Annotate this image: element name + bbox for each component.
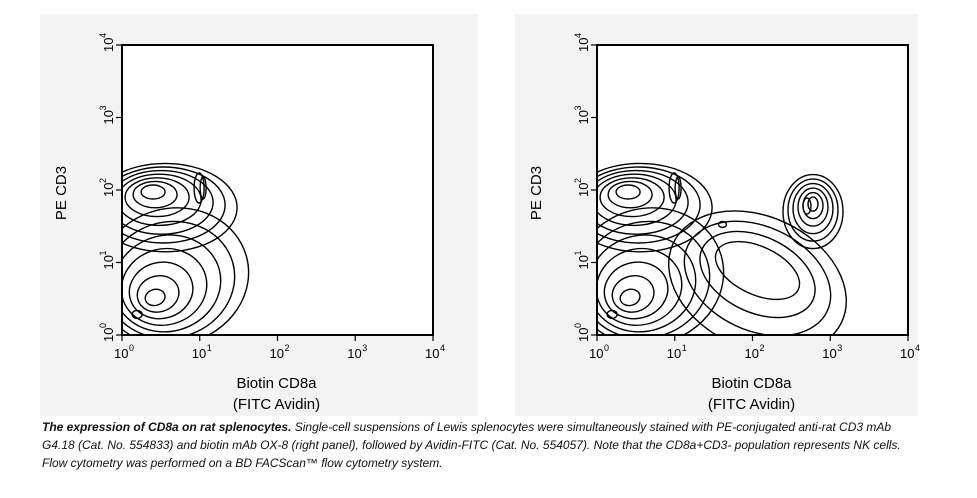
p1-population-0-ring (597, 162, 713, 253)
p1-population-2-ring (792, 182, 834, 235)
p1-y-tick-label: 10 (576, 328, 591, 342)
p1-x-tick-label: 10 (822, 346, 836, 361)
p1-y-tick-exponent: 4 (573, 33, 583, 38)
p1-y-tick-exponent: 1 (573, 250, 583, 255)
p1-population-2-ring (787, 178, 839, 242)
p0-population-0-ring (140, 184, 166, 200)
p0-y-tick-exponent: 0 (98, 323, 108, 328)
p1-population-3-ring (668, 210, 847, 335)
p1-y-axis-title: PE CD3 (528, 166, 545, 220)
p0-x-tick-label: 10 (114, 346, 128, 361)
p0-y-tick-label: 10 (101, 255, 116, 269)
p0-population-0-ring (122, 173, 202, 227)
p0-x-axis-title: Biotin CD8a (236, 375, 317, 392)
p1-x-tick-exponent: 3 (837, 343, 842, 353)
p0-x-axis-subtitle: (FITC Avidin) (233, 396, 320, 413)
p1-population-0-core (668, 172, 680, 204)
p0-population-1-ring (122, 207, 250, 335)
p0-population-0-ring (122, 166, 226, 244)
p1-x-tick-exponent: 1 (682, 343, 687, 353)
caption-body: Single-cell suspensions of Lewis splenoc… (42, 420, 901, 470)
p1-population-0-ring (599, 177, 665, 218)
p1-population-3-ring (699, 230, 816, 319)
p1-population-3-core (717, 220, 728, 229)
p1-population-1-ring (597, 207, 725, 335)
p0-x-tick-exponent: 0 (129, 343, 134, 353)
p1-y-tick-label: 10 (576, 183, 591, 197)
p1-population-1-ring (597, 220, 711, 335)
p0-population-1-ring (144, 288, 166, 307)
p0-population-1-ring (128, 261, 194, 320)
p0-population-1-ring (122, 234, 222, 333)
p1-y-tick-label: 10 (576, 38, 591, 52)
figure-caption: The expression of CD8a on rat splenocyte… (42, 418, 922, 472)
p0-y-tick-exponent: 2 (98, 178, 108, 183)
p1-y-tick-label: 10 (576, 110, 591, 124)
p0-y-tick-exponent: 4 (98, 33, 108, 38)
p0-contour-group (122, 162, 250, 335)
p1-population-0-ring (615, 184, 641, 200)
p1-population-1-ring (603, 261, 669, 320)
p0-x-tick-exponent: 4 (440, 343, 445, 353)
p1-population-3-ring (714, 240, 801, 301)
p0-population-0-core (199, 176, 207, 200)
p1-population-1-ring (597, 247, 683, 326)
p1-plot-frame (596, 44, 909, 336)
p0-y-tick-label: 10 (101, 183, 116, 197)
p0-y-tick-label: 10 (101, 328, 116, 342)
p1-y-tick-label: 10 (576, 255, 591, 269)
p1-population-1-ring (611, 274, 655, 313)
p1-x-tick-label: 10 (589, 346, 603, 361)
p0-x-tick-label: 10 (270, 346, 284, 361)
p1-x-tick-label: 10 (900, 346, 914, 361)
p0-y-tick-exponent: 3 (98, 105, 108, 110)
p0-population-1-core (131, 309, 143, 320)
p1-population-0-ring (597, 166, 701, 244)
p1-contour-group (597, 162, 847, 335)
p0-population-0-ring (132, 180, 178, 209)
p1-population-1-ring (619, 288, 641, 307)
p1-population-0-core (674, 176, 682, 200)
p0-population-1-ring (136, 274, 180, 313)
p0-y-axis-title: PE CD3 (53, 166, 70, 220)
p1-population-0-ring (607, 180, 653, 209)
p0-population-0-ring (122, 169, 214, 235)
p0-population-1-ring (122, 247, 208, 326)
p1-x-tick-exponent: 4 (915, 343, 920, 353)
p0-population-0-core (193, 172, 205, 204)
p0-x-tick-exponent: 2 (285, 343, 290, 353)
p1-x-tick-label: 10 (667, 346, 681, 361)
p1-x-tick-exponent: 0 (604, 343, 609, 353)
caption-title: The expression of CD8a on rat splenocyte… (42, 420, 292, 434)
p0-x-tick-label: 10 (347, 346, 361, 361)
p1-population-1-core (606, 309, 618, 320)
p1-population-2-core (802, 197, 812, 215)
p1-x-tick-exponent: 2 (760, 343, 765, 353)
p0-y-tick-label: 10 (101, 110, 116, 124)
p1-population-2-ring (782, 173, 844, 250)
p1-population-1-ring (597, 234, 697, 333)
p0-x-tick-label: 10 (192, 346, 206, 361)
p0-x-tick-exponent: 1 (207, 343, 212, 353)
p1-population-0-ring (597, 169, 689, 235)
p0-y-tick-exponent: 1 (98, 250, 108, 255)
p0-population-0-ring (124, 177, 190, 218)
p1-population-0-ring (597, 173, 677, 227)
p1-y-tick-exponent: 3 (573, 105, 583, 110)
p1-population-3-ring (683, 220, 832, 335)
p1-population-2-ring (797, 187, 829, 227)
p0-population-0-ring (122, 162, 238, 253)
p1-y-tick-exponent: 0 (573, 323, 583, 328)
p1-y-tick-exponent: 2 (573, 178, 583, 183)
p1-x-axis-title: Biotin CD8a (711, 375, 792, 392)
p0-y-tick-label: 10 (101, 38, 116, 52)
p0-x-tick-exponent: 3 (362, 343, 367, 353)
p0-x-tick-label: 10 (425, 346, 439, 361)
p1-x-tick-label: 10 (745, 346, 759, 361)
p1-population-2-ring (807, 196, 819, 212)
p1-x-axis-subtitle: (FITC Avidin) (708, 396, 795, 413)
p0-population-1-ring (122, 220, 236, 335)
